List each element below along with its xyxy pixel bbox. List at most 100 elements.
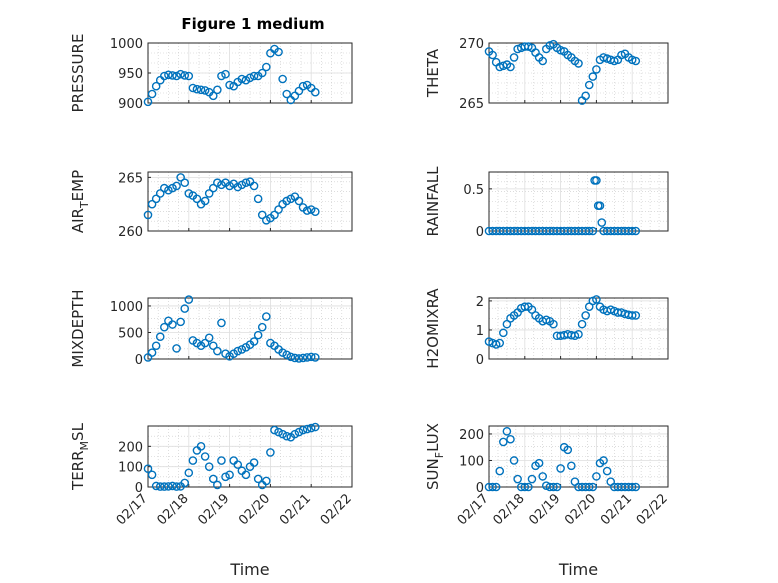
data-point xyxy=(147,470,157,480)
x-tick-label: 02/17 xyxy=(455,491,492,528)
data-point xyxy=(249,181,259,191)
x-axis-label: Time xyxy=(229,560,269,579)
data-point xyxy=(147,199,157,209)
data-point xyxy=(225,80,234,90)
data-point xyxy=(574,59,583,68)
y-axis-label: H2OMIXRA xyxy=(424,288,442,369)
data-point xyxy=(241,178,251,188)
y-axis-label: TERRMSL xyxy=(69,422,91,491)
data-point xyxy=(172,344,181,353)
axes-box xyxy=(147,425,353,488)
data-point xyxy=(225,470,234,480)
data-point xyxy=(176,173,185,182)
y-tick-label: 260 xyxy=(118,225,143,240)
data-point xyxy=(534,458,544,468)
axes-box xyxy=(488,42,669,104)
data-point xyxy=(168,71,177,80)
data-point xyxy=(221,472,230,482)
data-point xyxy=(538,56,548,66)
data-point xyxy=(176,317,185,327)
data-point xyxy=(217,71,226,81)
data-point xyxy=(306,205,316,214)
data-point xyxy=(306,352,316,362)
data-point xyxy=(245,73,255,83)
data-point xyxy=(278,429,287,439)
x-tick-label: 02/22 xyxy=(318,491,355,528)
data-point xyxy=(631,226,641,236)
y-tick-label: 0 xyxy=(135,353,143,368)
data-point xyxy=(184,468,194,478)
data-point xyxy=(627,311,637,320)
data-point xyxy=(495,338,505,348)
data-point xyxy=(143,464,153,474)
data-point xyxy=(520,302,530,312)
data-point xyxy=(549,482,558,492)
y-tick-label: 0 xyxy=(476,353,484,368)
axes-box xyxy=(488,297,669,360)
data-point xyxy=(588,72,598,81)
data-point xyxy=(524,482,533,492)
x-tick-label: 02/22 xyxy=(634,491,671,528)
subplot-h2omixra: 0 1 2 H2OMIXRA xyxy=(424,288,669,369)
data-point xyxy=(221,69,230,79)
axes-box xyxy=(147,171,353,232)
data-point xyxy=(274,427,283,437)
y-tick-label: 900 xyxy=(118,97,143,112)
data-point xyxy=(499,437,508,447)
y-tick-label: 0.5 xyxy=(463,183,484,198)
data-point xyxy=(610,56,619,66)
data-point xyxy=(270,210,279,220)
x-tick-label: 02/21 xyxy=(598,491,635,528)
data-point xyxy=(286,352,296,362)
data-point xyxy=(302,353,312,362)
data-point xyxy=(151,194,161,204)
data-point xyxy=(274,47,283,57)
data-point xyxy=(155,332,165,342)
data-point xyxy=(151,341,161,351)
data-point xyxy=(151,481,161,491)
data-point xyxy=(592,176,601,185)
data-point xyxy=(217,456,226,465)
data-point xyxy=(513,474,522,484)
data-point xyxy=(200,86,210,95)
data-point xyxy=(556,45,565,55)
data-point xyxy=(172,71,181,81)
data-point xyxy=(592,295,601,304)
data-point xyxy=(192,84,202,94)
data-point xyxy=(249,458,259,467)
data-point xyxy=(294,196,304,206)
data-point xyxy=(588,226,598,236)
data-point xyxy=(595,201,605,211)
data-point xyxy=(208,91,218,101)
data-point xyxy=(257,322,267,332)
subplot-rainfall: 0 0.5 RAINFALL xyxy=(424,166,669,240)
data-point xyxy=(567,461,576,471)
data-point xyxy=(592,472,601,481)
data-point xyxy=(266,448,275,457)
data-point xyxy=(556,464,565,473)
data-point xyxy=(527,474,537,484)
y-tick-label: 100 xyxy=(459,454,484,469)
data-point xyxy=(563,445,573,455)
data-point xyxy=(213,85,222,95)
data-point xyxy=(631,311,641,320)
data-point xyxy=(155,189,165,198)
data-point xyxy=(164,70,173,80)
y-tick-label: 100 xyxy=(118,461,143,476)
data-point xyxy=(200,452,210,461)
data-point xyxy=(524,42,533,51)
x-tick-label: 02/17 xyxy=(114,491,151,528)
data-point xyxy=(172,482,181,491)
y-tick-label: 0 xyxy=(135,481,143,496)
data-point xyxy=(581,311,590,320)
data-point xyxy=(200,338,210,348)
data-point xyxy=(262,215,271,225)
data-point xyxy=(164,185,173,195)
data-point xyxy=(631,56,641,66)
data-point xyxy=(298,81,308,91)
data-point xyxy=(488,50,497,60)
data-point xyxy=(180,478,190,488)
data-point xyxy=(599,456,608,465)
data-point xyxy=(584,482,594,492)
